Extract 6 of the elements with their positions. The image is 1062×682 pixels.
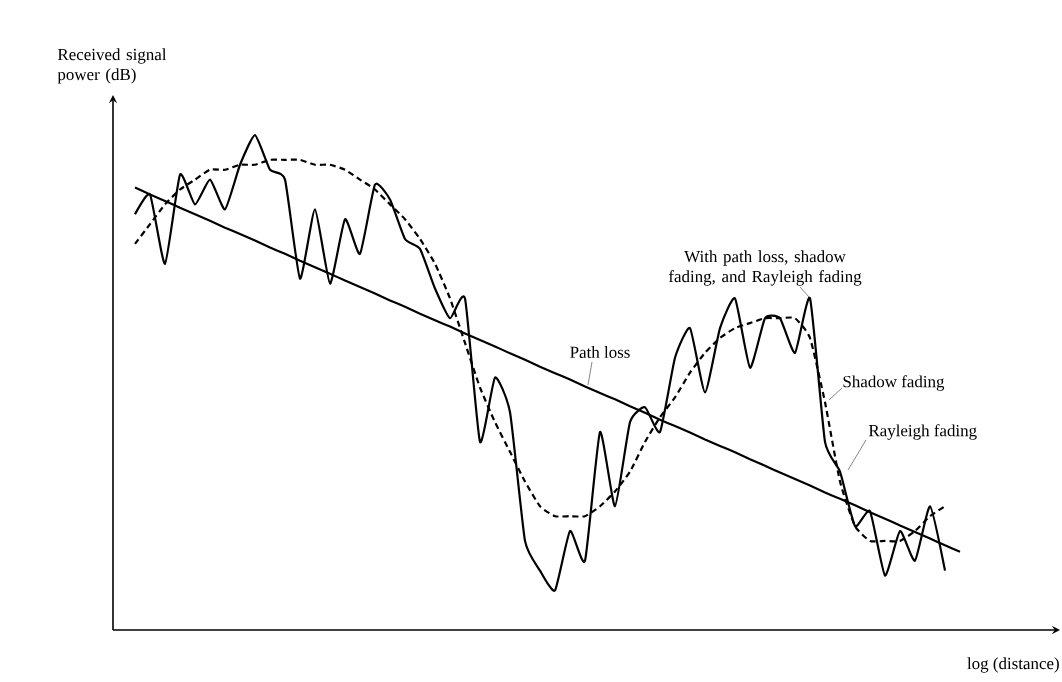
y-axis-title: Received signal power (dB) bbox=[57, 48, 167, 84]
series-label: Path loss bbox=[570, 346, 630, 358]
x-axis-title: log (distance) bbox=[967, 657, 1059, 673]
annotation: Rayleigh fading bbox=[868, 424, 977, 440]
series-label: Shadow fading bbox=[843, 375, 945, 391]
text: With path loss, shadow fading, and Rayleigh fading bbox=[668, 250, 862, 286]
